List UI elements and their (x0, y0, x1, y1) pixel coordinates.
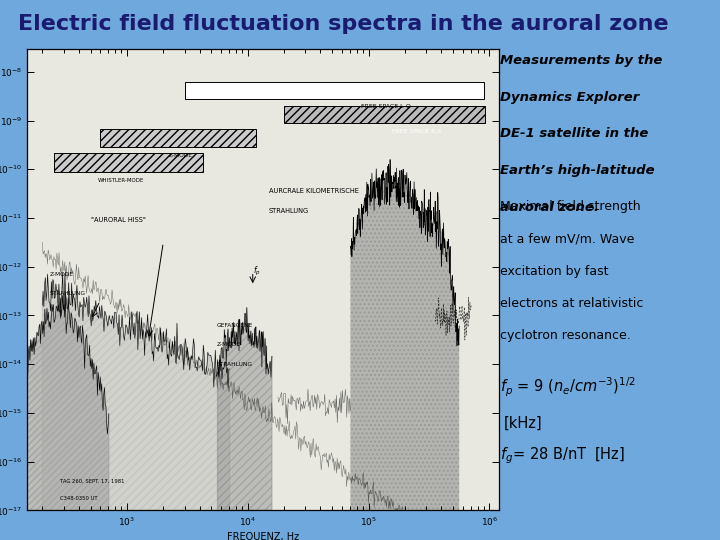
Text: AURCRALE KILOMETRISCHE: AURCRALE KILOMETRISCHE (269, 188, 359, 194)
Bar (184, 82, 484, 99)
Text: [kHz]: [kHz] (503, 416, 542, 431)
Bar (284, 106, 485, 123)
Text: STRAHLUNG: STRAHLUNG (217, 362, 253, 367)
Text: Z-MODE: Z-MODE (50, 272, 73, 276)
Text: Z-MODE: Z-MODE (217, 342, 240, 347)
Text: TAG 260, SEPT. 17, 1981: TAG 260, SEPT. 17, 1981 (60, 478, 125, 483)
Text: $f_p$ = 9 $(n_e/cm^{-3})^{1/2}$: $f_p$ = 9 $(n_e/cm^{-3})^{1/2}$ (500, 375, 635, 399)
Text: at a few mV/m. Wave: at a few mV/m. Wave (500, 232, 634, 245)
Text: GEFANGENE: GEFANGENE (217, 323, 253, 328)
Text: Maximal field strength: Maximal field strength (500, 200, 640, 213)
Text: Electric field fluctuation spectra in the auroral zone: Electric field fluctuation spectra in th… (18, 14, 669, 35)
Text: WHISTLER-MODE: WHISTLER-MODE (98, 178, 145, 183)
Text: STRAHLUNG: STRAHLUNG (269, 208, 309, 214)
Text: auroral zone.: auroral zone. (500, 201, 598, 214)
Text: Earth’s high-latitude: Earth’s high-latitude (500, 164, 654, 177)
Text: "AURORAL HISS": "AURORAL HISS" (91, 218, 145, 224)
Text: cyclotron resonance.: cyclotron resonance. (500, 329, 631, 342)
Text: FREE SPACE R,X: FREE SPACE R,X (392, 129, 441, 134)
Text: DE-1 satellite in the: DE-1 satellite in the (500, 127, 648, 140)
Text: excitation by fast: excitation by fast (500, 265, 608, 278)
Text: FREE SPACE L-O: FREE SPACE L-O (361, 104, 411, 110)
Text: $f_p$: $f_p$ (253, 265, 261, 278)
Bar (54, 153, 203, 172)
Text: C348-0350 UT: C348-0350 UT (60, 496, 98, 501)
Bar (100, 129, 256, 147)
Text: $f_g$= 28 B/nT  [Hz]: $f_g$= 28 B/nT [Hz] (500, 446, 625, 466)
Text: Z-MODE: Z-MODE (169, 153, 193, 158)
X-axis label: FREQUENZ, Hz: FREQUENZ, Hz (227, 532, 300, 540)
Text: STRAHLUNG: STRAHLUNG (50, 291, 86, 296)
Text: electrons at relativistic: electrons at relativistic (500, 297, 643, 310)
Text: Measurements by the: Measurements by the (500, 54, 662, 67)
Text: Dynamics Explorer: Dynamics Explorer (500, 91, 639, 104)
